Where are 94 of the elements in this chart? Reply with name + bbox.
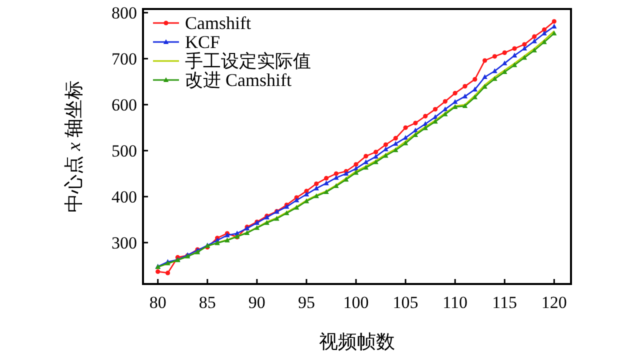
point — [442, 112, 448, 116]
point — [373, 154, 378, 159]
point — [512, 46, 517, 51]
y-axis-title: 中心点 x 轴坐标 — [63, 80, 85, 212]
x-tick-label: 115 — [492, 293, 518, 312]
point — [472, 94, 478, 100]
point — [294, 204, 300, 210]
point — [532, 38, 537, 44]
point — [532, 34, 537, 39]
point — [403, 125, 408, 130]
point — [432, 114, 438, 120]
point — [502, 50, 507, 55]
point — [402, 134, 408, 140]
point — [334, 171, 338, 176]
point — [522, 46, 528, 51]
point — [304, 192, 310, 196]
point — [383, 142, 388, 147]
x-tick-label: 85 — [198, 293, 216, 312]
x-tick-label: 80 — [149, 293, 166, 312]
point — [452, 90, 458, 96]
point — [413, 120, 418, 126]
point — [304, 198, 310, 204]
point — [462, 103, 468, 108]
point — [274, 216, 280, 221]
x-tick-label: 95 — [298, 293, 315, 312]
point — [442, 106, 448, 112]
legend-label: 改进 Camshift — [185, 70, 292, 90]
point — [492, 68, 498, 74]
point — [552, 24, 557, 28]
point — [472, 77, 478, 82]
y-tick-label: 800 — [112, 4, 137, 23]
point — [542, 30, 547, 36]
point — [373, 159, 378, 164]
y-tick-label: 500 — [112, 142, 137, 161]
x-tick-label: 120 — [541, 293, 567, 312]
x-axis-title: 视频帧数 — [319, 332, 395, 353]
point — [254, 225, 260, 230]
point — [284, 210, 290, 216]
point — [502, 69, 508, 74]
point — [224, 238, 230, 242]
point — [492, 76, 498, 81]
legend-label: KCF — [185, 32, 220, 52]
point — [324, 189, 329, 194]
y-tick-label: 400 — [112, 188, 137, 207]
point — [156, 269, 160, 274]
point — [383, 152, 388, 158]
point — [432, 118, 438, 124]
point — [542, 39, 547, 44]
x-tick-label: 100 — [343, 293, 369, 312]
y-tick-label: 300 — [112, 234, 137, 253]
point — [393, 140, 398, 146]
point — [344, 176, 349, 182]
point — [532, 48, 537, 52]
point — [324, 180, 329, 186]
point — [314, 186, 319, 190]
point — [363, 159, 369, 164]
point — [412, 132, 418, 138]
x-tick-label: 90 — [248, 293, 266, 312]
y-tick-label: 700 — [112, 50, 137, 69]
point — [393, 147, 398, 152]
point — [552, 30, 557, 36]
x-tick-label: 110 — [442, 293, 468, 312]
point — [264, 220, 270, 225]
point — [552, 19, 556, 24]
point — [334, 174, 339, 180]
point — [423, 114, 428, 118]
point — [314, 193, 319, 198]
point — [462, 94, 468, 98]
point — [244, 230, 250, 235]
point — [364, 154, 368, 158]
point — [314, 181, 319, 186]
point — [393, 136, 398, 141]
point — [482, 58, 488, 63]
x-tick-label: 105 — [392, 293, 418, 312]
point — [482, 74, 488, 80]
point — [502, 60, 508, 66]
point — [482, 84, 488, 89]
point — [492, 54, 498, 59]
point — [214, 240, 220, 246]
point — [422, 125, 428, 130]
point — [363, 164, 369, 170]
point — [383, 146, 388, 152]
point — [432, 106, 438, 112]
point — [522, 42, 527, 47]
point — [334, 183, 339, 188]
point — [354, 162, 358, 167]
point — [165, 270, 170, 276]
point — [462, 84, 468, 89]
point — [374, 150, 378, 154]
legend-label: Camshift — [185, 13, 251, 33]
point — [324, 176, 329, 181]
point — [442, 99, 448, 104]
y-tick-label: 600 — [112, 96, 137, 115]
legend-label: 手工设定实际值 — [185, 51, 311, 71]
